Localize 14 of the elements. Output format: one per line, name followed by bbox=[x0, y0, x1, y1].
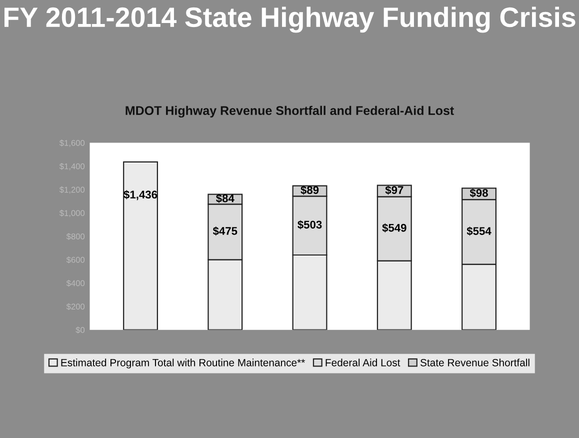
legend-label: Federal Aid Lost bbox=[326, 358, 400, 366]
data-label: $549 bbox=[382, 223, 406, 232]
data-label: $475 bbox=[212, 226, 238, 236]
data-label: $84 bbox=[216, 194, 234, 203]
chart-subtitle: MDOT Highway Revenue Shortfall and Federal-Aid Lost bbox=[126, 106, 454, 118]
legend-label: Estimated Program Total with Routine Maintenance** bbox=[61, 358, 305, 368]
data-label: $503 bbox=[298, 220, 322, 230]
data-label: $98 bbox=[470, 188, 488, 198]
data-label: $97 bbox=[385, 186, 404, 195]
data-label: $89 bbox=[300, 186, 319, 195]
legend-label: State Revenue Shortfall bbox=[420, 358, 530, 366]
data-label: $554 bbox=[466, 226, 492, 236]
chart-title: FY 2011-2014 State Highway Funding Crisis bbox=[4, 6, 576, 33]
bar bbox=[123, 161, 158, 330]
